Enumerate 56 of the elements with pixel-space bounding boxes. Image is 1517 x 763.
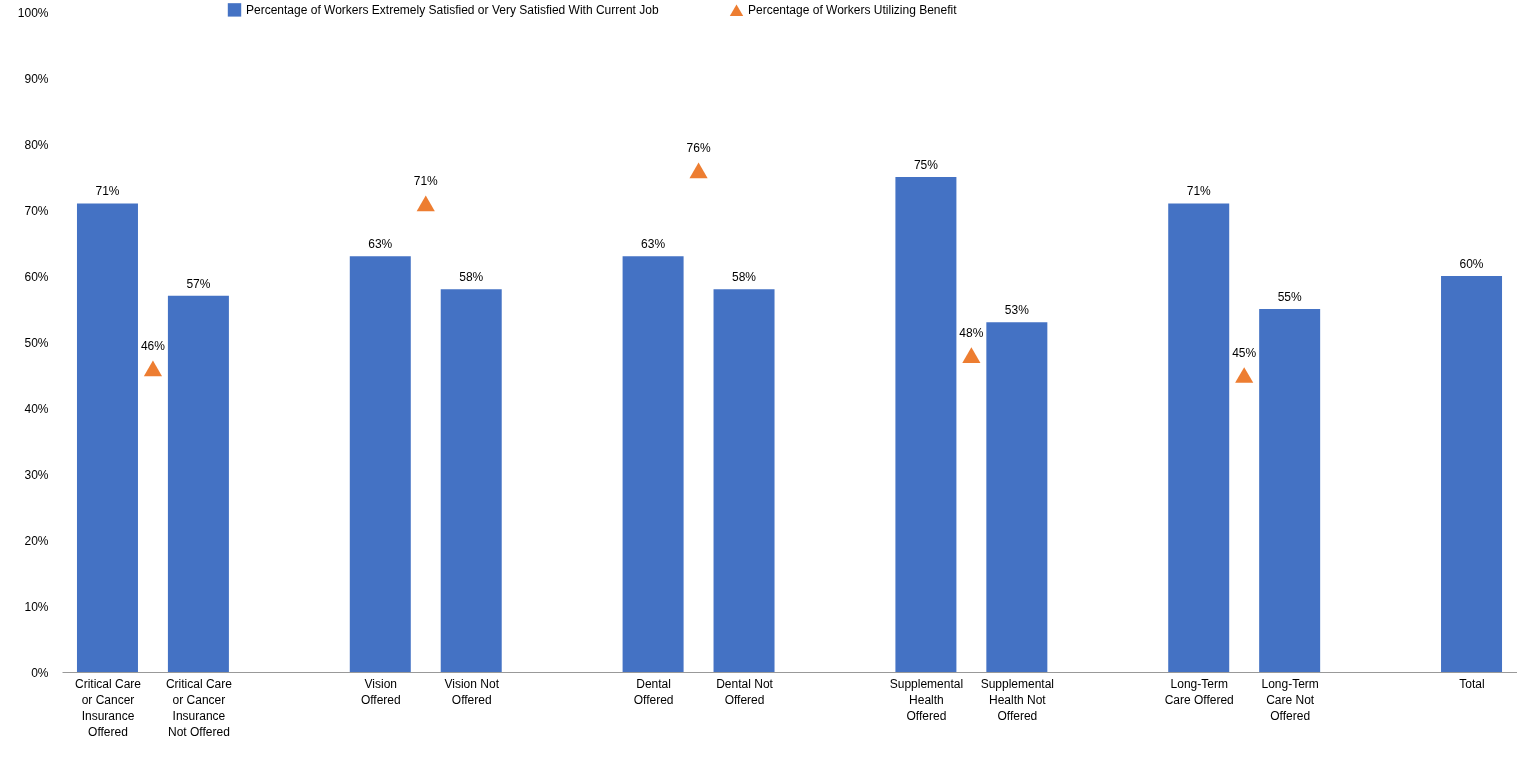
data-label: 58% (459, 270, 484, 285)
y-tick-label: 90% (24, 71, 49, 86)
x-tick-label: Long-Term Care Not Offered (1261, 676, 1319, 723)
data-label: 60% (1459, 257, 1484, 271)
bar (713, 289, 775, 672)
bar (1168, 203, 1230, 672)
y-tick-label: 10% (24, 599, 49, 614)
y-tick-label: 20% (24, 533, 49, 548)
bar (1259, 309, 1321, 672)
data-label: 57% (186, 276, 211, 291)
data-label: 75% (913, 158, 939, 172)
bar (1441, 276, 1503, 672)
data-label: 71% (1186, 184, 1212, 199)
data-label: 46% (140, 339, 166, 354)
data-label: 71% (95, 184, 120, 199)
data-label: 76% (686, 141, 711, 156)
bar (622, 256, 684, 672)
bar (895, 177, 957, 672)
y-tick-label: 60% (24, 269, 49, 284)
data-label: 45% (1232, 346, 1257, 360)
x-tick-label: Total (1459, 676, 1485, 691)
y-tick-label: 70% (24, 203, 49, 218)
data-label: 71% (413, 174, 439, 189)
x-tick-label: Dental Not Offered (716, 676, 774, 707)
legend-label: Percentage of Workers Utilizing Benefit (748, 3, 958, 18)
point (689, 162, 708, 179)
legend-label: Percentage of Workers Extremely Satisfied or Very Satisfied With Current Job (246, 2, 659, 17)
x-tick-label: Supplemental Health Not Offered (980, 676, 1055, 723)
x-tick-label: Long-Term Care Offered (1164, 676, 1234, 707)
y-tick-label: 30% (24, 467, 49, 482)
y-tick-label: 50% (24, 335, 49, 350)
data-label: 55% (1277, 290, 1302, 304)
data-label: 58% (732, 270, 757, 285)
y-tick-label: 40% (24, 401, 49, 416)
point (416, 195, 435, 212)
x-tick-label: Supplemental Health Offered (889, 676, 964, 723)
data-label: 53% (1004, 303, 1030, 318)
bar (440, 289, 502, 672)
y-tick-label: 80% (24, 137, 49, 152)
x-tick-label: Vision Not Offered (444, 676, 500, 707)
point (1235, 367, 1254, 383)
y-tick-label: 0% (31, 665, 49, 680)
point (962, 347, 981, 364)
point (143, 360, 163, 377)
bar (76, 203, 138, 672)
data-label: 63% (368, 237, 393, 252)
x-tick-label: Critical Care or Cancer Insurance Offered (74, 676, 142, 739)
x-tick-label: Dental Offered (633, 676, 674, 707)
bar (167, 295, 229, 672)
data-label: 63% (641, 237, 666, 252)
x-tick-label: Vision Offered (360, 676, 401, 707)
bar (349, 256, 411, 672)
x-tick-label: Critical Care or Cancer Insurance Not Offered (165, 676, 233, 739)
data-label: 48% (959, 326, 984, 341)
bar (986, 322, 1048, 672)
y-tick-label: 100% (17, 5, 49, 20)
